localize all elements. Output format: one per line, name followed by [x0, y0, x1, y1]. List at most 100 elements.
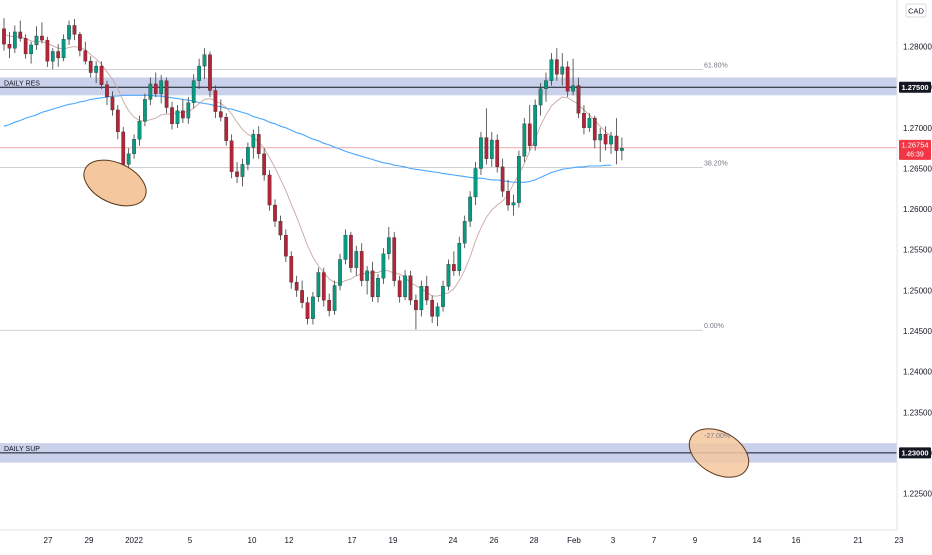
candle	[365, 266, 369, 295]
candle-body-down	[121, 131, 126, 165]
candle-body-up	[522, 123, 527, 157]
candle	[208, 51, 212, 97]
x-tick-label: 27	[44, 536, 53, 545]
candle	[40, 22, 44, 44]
candle-body-down	[349, 234, 353, 268]
candle	[56, 44, 61, 67]
candle	[549, 53, 554, 86]
candle-body-up	[148, 83, 153, 100]
candle-body-up	[137, 121, 142, 140]
candle	[381, 248, 386, 284]
candle	[99, 61, 104, 89]
candle	[50, 48, 55, 70]
candle-body-down	[78, 34, 82, 51]
candle	[349, 231, 353, 273]
x-tick-label: 19	[389, 536, 398, 545]
candle	[256, 126, 261, 159]
candle	[181, 99, 185, 123]
candle-body-up	[620, 148, 624, 151]
fib-label-neg-27: -27.00%	[704, 433, 730, 440]
candle-body-up	[338, 259, 342, 286]
candle-body-up	[435, 306, 440, 317]
x-tick-label: 23	[895, 536, 904, 545]
candle-body-up	[571, 85, 575, 92]
candle-body-down	[218, 111, 223, 118]
candle	[462, 215, 467, 249]
candle-body-up	[517, 156, 521, 203]
candle-body-up	[598, 134, 603, 141]
candle	[283, 229, 288, 262]
candle	[321, 267, 326, 307]
candle	[527, 105, 532, 151]
candle	[446, 259, 451, 291]
candle	[370, 261, 375, 302]
candle-body-up	[549, 59, 554, 81]
candle-body-up	[381, 253, 386, 279]
candle-body-down	[305, 302, 310, 319]
candle	[224, 113, 229, 146]
candle	[452, 251, 456, 276]
candle-body-up	[587, 117, 592, 128]
candle	[29, 41, 33, 64]
candle-body-down	[495, 139, 500, 168]
candle	[88, 56, 93, 78]
daily-res-label: DAILY RES	[4, 80, 40, 87]
candles	[2, 18, 624, 330]
candle	[153, 72, 158, 97]
candle	[67, 20, 71, 45]
candle-body-up	[143, 99, 147, 122]
candle	[511, 194, 516, 216]
candle	[94, 61, 98, 84]
candle-body-up	[446, 264, 451, 287]
candle	[376, 274, 380, 303]
candle	[72, 18, 77, 41]
annotation-ellipse-right	[688, 428, 750, 478]
price-label-countdown: 46:39	[906, 151, 924, 158]
candle	[392, 231, 397, 287]
candle	[327, 293, 332, 317]
candle-body-down	[208, 54, 212, 91]
fib-label-61-8: 61.80%	[704, 62, 728, 69]
candle	[354, 245, 359, 276]
candle-body-down	[408, 275, 413, 301]
currency-badge: CAD	[908, 7, 924, 16]
candle-body-down	[506, 191, 510, 206]
candle-body-up	[468, 196, 472, 222]
candle-body-down	[300, 290, 304, 303]
candle-body-down	[582, 113, 586, 128]
candle-body-down	[170, 107, 174, 124]
candle	[430, 295, 435, 323]
x-tick-label: 9	[693, 536, 698, 545]
candle	[175, 105, 180, 128]
candle-body-up	[332, 285, 337, 311]
ma-blue-line	[3, 94, 611, 183]
candle	[587, 113, 592, 132]
candle	[7, 31, 12, 58]
x-tick-label: 5	[188, 536, 193, 545]
candle-body-up	[240, 164, 245, 177]
candle-body-down	[262, 153, 267, 176]
x-tick-label: 17	[348, 536, 357, 545]
y-tick-label: 1.25000	[903, 286, 932, 295]
candle	[191, 74, 196, 109]
fib-label-0: 0.00%	[704, 323, 724, 330]
candle	[110, 91, 115, 116]
sup-level-label: 1.23000	[901, 449, 928, 458]
candle	[311, 292, 315, 325]
candle-body-up	[126, 153, 131, 165]
candle-body-up	[511, 202, 516, 206]
candle-body-down	[83, 50, 88, 62]
candle	[240, 158, 245, 187]
candle	[603, 126, 608, 151]
candle-body-up	[365, 270, 369, 281]
daily-res-zone	[0, 77, 897, 96]
candle-body-down	[224, 117, 229, 141]
candle-body-up	[386, 237, 391, 254]
fib-label-38-2: 38.20%	[704, 161, 728, 168]
y-tick-label: 1.24000	[903, 368, 932, 377]
candle-body-up	[186, 102, 191, 119]
candle-body-down	[321, 272, 326, 301]
candle-body-up	[560, 66, 565, 75]
candle-body-down	[397, 280, 402, 298]
